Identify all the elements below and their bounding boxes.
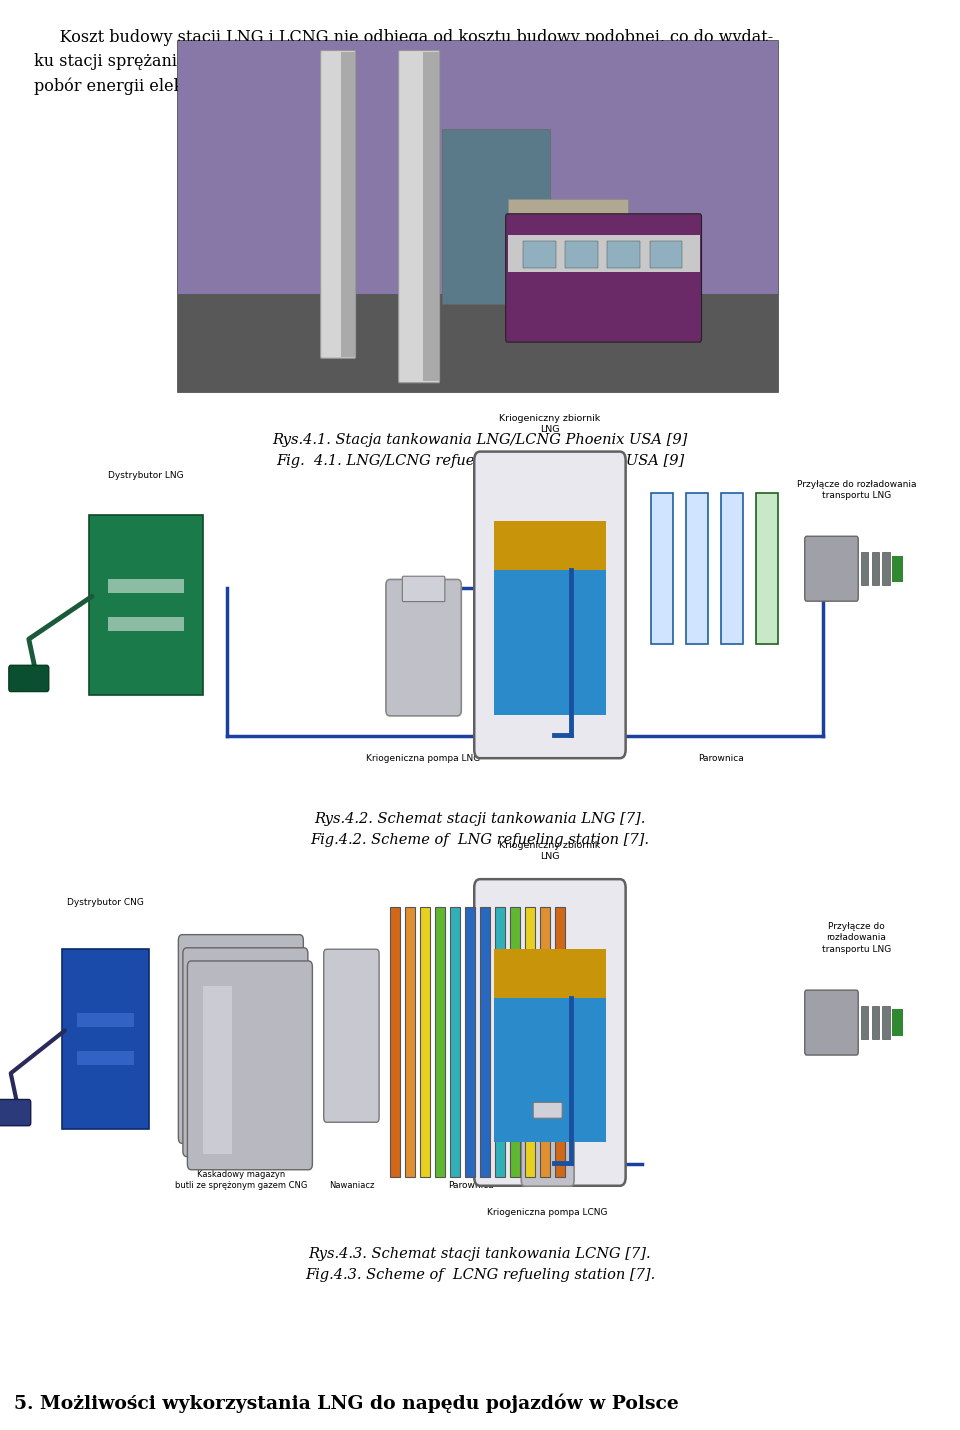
Text: Kriogeniczny zbiornik
LNG: Kriogeniczny zbiornik LNG (499, 841, 601, 861)
FancyBboxPatch shape (182, 948, 308, 1157)
FancyBboxPatch shape (199, 974, 228, 1141)
Text: Rys.4.3. Schemat stacji tankowania LCNG [7].
Fig.4.3. Scheme of  LCNG refueling : Rys.4.3. Schemat stacji tankowania LCNG … (305, 1247, 655, 1281)
Text: Nawaniacz: Nawaniacz (328, 1181, 374, 1190)
FancyBboxPatch shape (893, 556, 903, 582)
FancyBboxPatch shape (435, 908, 444, 1177)
FancyBboxPatch shape (686, 493, 708, 645)
FancyBboxPatch shape (77, 1014, 134, 1027)
FancyBboxPatch shape (465, 908, 475, 1177)
Text: Koszt budowy stacji LNG i LCNG nie odbiega od kosztu budowy podobnej, co do wyda: Koszt budowy stacji LNG i LCNG nie odbie… (34, 29, 773, 94)
FancyBboxPatch shape (804, 536, 858, 601)
FancyBboxPatch shape (187, 961, 312, 1170)
FancyBboxPatch shape (108, 616, 184, 631)
FancyBboxPatch shape (861, 552, 868, 585)
FancyBboxPatch shape (0, 1100, 31, 1125)
FancyBboxPatch shape (872, 552, 878, 585)
FancyBboxPatch shape (342, 51, 354, 358)
FancyBboxPatch shape (494, 998, 606, 1143)
Text: Dystrybutor LNG: Dystrybutor LNG (108, 470, 184, 480)
Text: Kriogeniczny zbiornik
LNG: Kriogeniczny zbiornik LNG (499, 413, 601, 433)
Text: Kaskadowy magazyn
butli ze sprężonym gazem CNG: Kaskadowy magazyn butli ze sprężonym gaz… (175, 1170, 307, 1190)
FancyBboxPatch shape (178, 41, 778, 392)
Text: Rys.4.2. Schemat stacji tankowania LNG [7].
Fig.4.2. Scheme of  LNG refueling st: Rys.4.2. Schemat stacji tankowania LNG [… (310, 812, 650, 847)
FancyBboxPatch shape (386, 579, 462, 716)
FancyBboxPatch shape (608, 242, 640, 269)
FancyBboxPatch shape (804, 990, 858, 1055)
FancyBboxPatch shape (450, 908, 460, 1177)
FancyBboxPatch shape (77, 1051, 134, 1065)
Text: Kriogeniczna pompa LCNG: Kriogeniczna pompa LCNG (488, 1208, 608, 1217)
FancyBboxPatch shape (179, 935, 303, 1144)
FancyBboxPatch shape (494, 571, 606, 715)
FancyBboxPatch shape (89, 515, 204, 695)
FancyBboxPatch shape (521, 1103, 574, 1187)
FancyBboxPatch shape (540, 908, 550, 1177)
FancyBboxPatch shape (203, 987, 232, 1154)
FancyBboxPatch shape (402, 576, 444, 602)
FancyBboxPatch shape (398, 50, 440, 383)
FancyBboxPatch shape (882, 552, 890, 585)
FancyBboxPatch shape (893, 1010, 903, 1035)
FancyBboxPatch shape (861, 1007, 868, 1040)
Text: Rys.4.1. Stacja tankowania LNG/LCNG Phoenix USA [9]
Fig.  4.1. LNG/LCNG refuelin: Rys.4.1. Stacja tankowania LNG/LCNG Phoe… (273, 433, 687, 468)
FancyBboxPatch shape (405, 908, 415, 1177)
FancyBboxPatch shape (523, 242, 556, 269)
FancyBboxPatch shape (194, 960, 224, 1128)
FancyBboxPatch shape (420, 908, 430, 1177)
FancyBboxPatch shape (9, 665, 49, 692)
FancyBboxPatch shape (324, 950, 379, 1123)
Text: Parownica: Parownica (448, 1181, 493, 1190)
FancyBboxPatch shape (525, 908, 535, 1177)
Text: Dystrybutor CNG: Dystrybutor CNG (67, 898, 144, 908)
FancyBboxPatch shape (494, 948, 606, 998)
Text: Przyłącze do
rozładowania
transportu LNG: Przyłącze do rozładowania transportu LNG (822, 922, 891, 954)
FancyBboxPatch shape (872, 1007, 878, 1040)
FancyBboxPatch shape (721, 493, 743, 645)
FancyBboxPatch shape (756, 493, 779, 645)
FancyBboxPatch shape (495, 908, 505, 1177)
FancyBboxPatch shape (555, 908, 565, 1177)
Text: 5. Możliwości wykorzystania LNG do napędu pojazdów w Polsce: 5. Możliwości wykorzystania LNG do napęd… (14, 1393, 679, 1413)
FancyBboxPatch shape (442, 129, 549, 305)
Text: Kriogeniczna pompa LNG: Kriogeniczna pompa LNG (367, 754, 481, 762)
FancyBboxPatch shape (565, 242, 598, 269)
FancyBboxPatch shape (494, 521, 606, 571)
Text: Parownica: Parownica (699, 754, 744, 762)
FancyBboxPatch shape (533, 1103, 563, 1118)
FancyBboxPatch shape (474, 879, 626, 1185)
FancyBboxPatch shape (474, 452, 626, 758)
FancyBboxPatch shape (882, 1007, 890, 1040)
FancyBboxPatch shape (423, 51, 439, 382)
FancyBboxPatch shape (510, 908, 520, 1177)
FancyBboxPatch shape (652, 493, 673, 645)
FancyBboxPatch shape (390, 908, 399, 1177)
FancyBboxPatch shape (108, 579, 184, 593)
FancyBboxPatch shape (650, 242, 683, 269)
FancyBboxPatch shape (480, 908, 490, 1177)
FancyBboxPatch shape (178, 293, 778, 392)
FancyBboxPatch shape (508, 235, 700, 272)
FancyBboxPatch shape (506, 214, 702, 342)
Text: Przyłącze do rozładowania
transportu LNG: Przyłącze do rozładowania transportu LNG (797, 479, 916, 499)
FancyBboxPatch shape (62, 950, 149, 1128)
FancyBboxPatch shape (508, 199, 628, 223)
FancyBboxPatch shape (178, 41, 778, 293)
FancyBboxPatch shape (321, 50, 355, 359)
